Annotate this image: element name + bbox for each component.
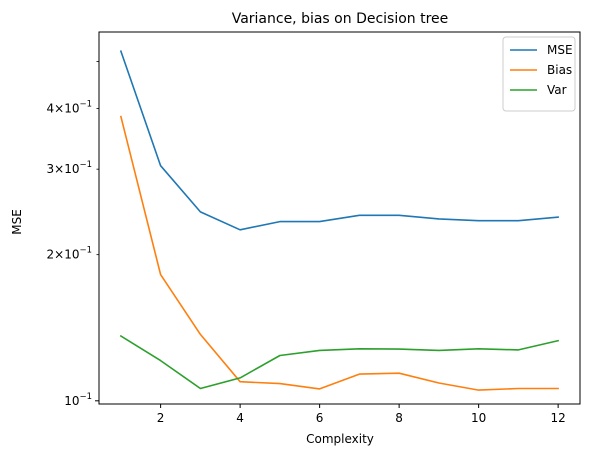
chart-title: Variance, bias on Decision tree: [232, 11, 449, 27]
legend-box: [502, 36, 576, 112]
y-tick-label: 10−1: [64, 392, 92, 408]
legend-label-bias: Bias: [547, 63, 572, 77]
x-tick-label: 2: [157, 411, 165, 425]
x-tick-label: 10: [471, 411, 486, 425]
y-tick-label: 3×10−1: [47, 160, 93, 176]
x-tick-label: 12: [550, 411, 565, 425]
x-axis-label: Complexity: [306, 432, 374, 446]
axes-frame: [98, 31, 581, 405]
y-axis-label: MSE: [10, 209, 24, 235]
series-line-bias: [119, 115, 559, 391]
series-line-var: [119, 334, 560, 390]
y-tick-label: 2×10−1: [47, 246, 93, 262]
x-tick-label: 8: [395, 411, 403, 425]
series-line-mse: [119, 50, 559, 231]
x-tick-label: 4: [236, 411, 244, 425]
legend-label-var: Var: [547, 83, 567, 97]
legend-label-mse: MSE: [547, 43, 573, 57]
y-tick-label: 4×10−1: [47, 100, 93, 116]
x-tick-label: 6: [316, 411, 324, 425]
legend: MSE Bias Var: [502, 36, 576, 112]
plot-area: 2 4 6 8 10 12 10−1 2×10−1 3×10−1 4×10−1: [47, 50, 566, 425]
